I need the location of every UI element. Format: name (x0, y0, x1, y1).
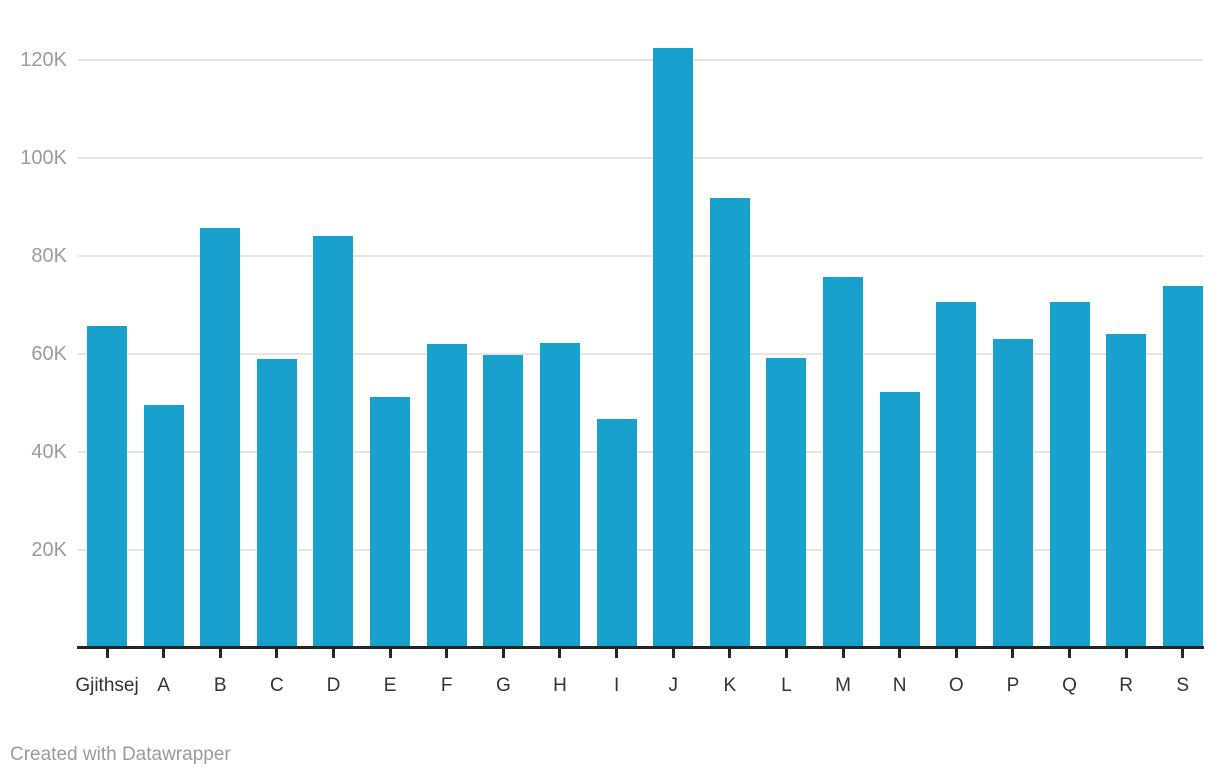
x-axis-tick (388, 649, 392, 658)
x-axis-category-label: B (213, 674, 227, 696)
x-axis-tick (954, 649, 958, 658)
y-axis-tick-label: 20K (31, 538, 67, 561)
attribution-text: Created with Datawrapper (10, 744, 231, 765)
x-axis-tick (1011, 649, 1015, 658)
bar-R[interactable] (1106, 334, 1147, 648)
x-axis-category-label: C (269, 674, 284, 696)
bar-L[interactable] (766, 358, 807, 648)
x-axis-tick (898, 649, 902, 658)
y-axis-tick-label: 120K (20, 48, 67, 71)
y-axis-tick-label: 80K (31, 244, 67, 267)
plot-area: 20K 40K 60K 80K 100K 120K Gjithsej A B C D E F G H I J K L… (20, 47, 1204, 696)
x-axis-tick (218, 649, 222, 658)
y-gridline (78, 156, 1203, 159)
bar-J[interactable] (653, 47, 694, 648)
x-axis-category-label: F (440, 674, 453, 696)
y-axis-tick-label: 60K (31, 342, 67, 365)
y-gridline (78, 450, 1203, 453)
x-axis-tick (275, 649, 279, 658)
bar-I[interactable] (596, 418, 637, 648)
x-axis-tick (331, 649, 335, 658)
x-axis-category-label: I (613, 674, 620, 696)
x-axis-tick (728, 649, 732, 658)
x-axis-tick (1068, 649, 1072, 658)
x-axis-line (77, 646, 1204, 649)
bar-H[interactable] (539, 342, 580, 648)
x-axis-category-label: J (668, 674, 678, 696)
x-axis-category-label: G (495, 674, 511, 696)
x-axis-tick (615, 649, 619, 658)
bar-S[interactable] (1162, 286, 1203, 648)
x-axis-tick (501, 649, 505, 658)
x-axis-category-label: R (1119, 674, 1134, 696)
bar-G[interactable] (483, 355, 524, 648)
bar-A[interactable] (143, 405, 184, 648)
x-axis-category-label: Q (1062, 674, 1077, 696)
bar-D[interactable] (313, 236, 354, 648)
x-axis-category-label: L (781, 674, 792, 696)
x-axis-category-label: Gjithsej (75, 674, 139, 696)
bar-Gjithsej[interactable] (87, 325, 127, 648)
bar-F[interactable] (426, 343, 467, 648)
x-axis-category-label: K (723, 674, 737, 696)
y-axis-tick-label: 40K (31, 440, 67, 463)
x-axis-category-label: D (326, 674, 341, 696)
x-axis-category-label: H (553, 674, 567, 696)
x-axis-category-label: N (892, 674, 907, 696)
y-axis-tick-label: 100K (20, 146, 67, 169)
x-axis-tick (784, 649, 788, 658)
y-gridline (78, 58, 1203, 61)
x-axis-category-label: A (157, 674, 170, 696)
x-axis-category-label: O (948, 674, 964, 696)
x-axis-tick (1181, 649, 1185, 658)
bar-O[interactable] (936, 301, 977, 648)
x-axis-category-label: E (383, 674, 397, 696)
x-axis-tick (671, 649, 675, 658)
x-axis-tick (841, 649, 845, 658)
bar-P[interactable] (992, 339, 1033, 648)
bar-Q[interactable] (1049, 302, 1090, 648)
bar-K[interactable] (709, 197, 750, 648)
x-axis-category-label: M (835, 674, 851, 696)
bar-C[interactable] (256, 358, 297, 648)
x-axis-tick (105, 649, 109, 658)
y-gridline (78, 352, 1203, 355)
bar-B[interactable] (200, 227, 241, 648)
x-axis-category-label: P (1006, 674, 1020, 696)
bar-M[interactable] (823, 277, 864, 648)
x-axis-tick (558, 649, 562, 658)
y-gridline (78, 548, 1203, 551)
bar-N[interactable] (879, 392, 920, 648)
x-axis-tick (1124, 649, 1128, 658)
x-axis-category-label: S (1176, 674, 1190, 696)
y-gridline (78, 254, 1203, 257)
x-axis-tick (162, 649, 166, 658)
bar-E[interactable] (370, 397, 411, 648)
x-axis-tick (445, 649, 449, 658)
